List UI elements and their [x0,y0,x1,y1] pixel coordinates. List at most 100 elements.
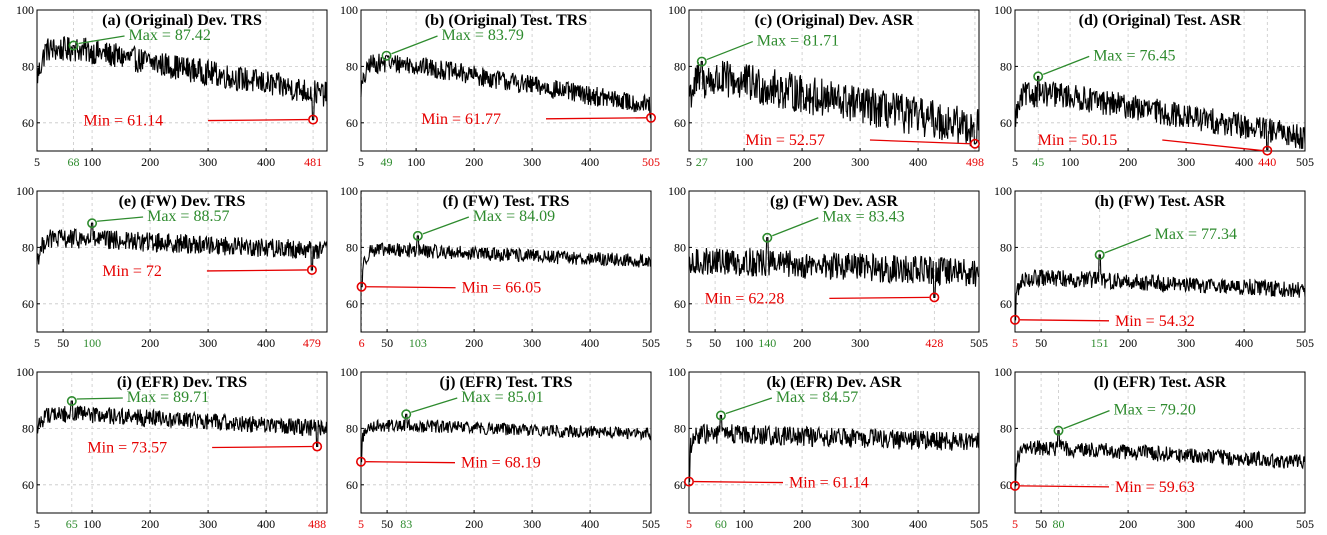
y-tick-label: 60 [674,116,686,130]
x-tick-label-max: 83 [400,517,412,531]
max-marker [696,56,707,67]
max-arrow [97,216,144,222]
y-tick-label: 60 [346,478,358,492]
y-tick-label: 100 [668,184,686,198]
x-tick-label-min: 440 [1258,155,1276,169]
max-arrow [391,35,438,55]
min-marker [683,476,694,487]
x-tick-label-min: 428 [925,336,943,350]
max-arrow [1042,55,1090,76]
y-tick-label: 100 [16,184,34,198]
x-tick-label: 200 [793,336,811,350]
x-tick-label: 100 [735,336,753,350]
x-tick-label: 300 [1177,155,1195,169]
max-arrow [78,35,125,45]
y-tick-label: 60 [674,478,686,492]
min-label: Min = 61.14 [83,113,163,130]
max-label: Max = 77.34 [1155,226,1237,243]
min-label: Min = 61.77 [421,111,501,128]
min-marker [356,281,367,292]
y-tick-label: 80 [674,240,686,254]
x-tick-label: 300 [1177,517,1195,531]
min-arrow [869,139,970,145]
max-marker [381,50,392,61]
chart-panel: 60 80 100 5 100 200 300 400 49 505 (b) (Original) … [340,3,660,169]
x-tick-label: 300 [199,155,217,169]
x-tick-label: 50 [709,336,721,350]
x-tick-label: 300 [851,517,869,531]
x-tick-label-min: 5 [1012,336,1018,350]
min-arrow [365,461,456,464]
y-tick-label: 100 [340,184,358,198]
x-tick-label-max: 27 [696,155,708,169]
x-tick-label-max: 140 [758,336,776,350]
axes-frame [1014,190,1306,333]
series-line [688,60,980,147]
x-tick-label: 200 [141,155,159,169]
x-tick-label: 400 [909,517,927,531]
x-tick-label: 5 [34,517,40,531]
chart-panel: 60 80 100 5 100 200 300 400 68 481 (a) (Original) … [16,3,328,169]
y-tick-label: 100 [16,3,34,17]
chart-panel: 60 80 100 50 200 300 400 505 5 151 (h) (FW) Test. … [994,184,1314,350]
y-tick-label: 80 [674,421,686,435]
axes-frame [688,9,980,152]
x-tick-label-max: 68 [68,155,80,169]
max-marker [412,230,423,241]
max-marker [1094,249,1105,260]
min-arrow [1019,319,1110,322]
x-tick-label-max: 65 [66,517,78,531]
chart-panel: 60 80 100 50 200 300 400 505 5 83 (j) (EFR) Test. … [340,365,660,531]
min-arrow [206,269,307,272]
min-arrow [1162,139,1263,152]
x-tick-label: 400 [909,155,927,169]
chart-title: (i) (EFR) Dev. TRS [117,374,247,391]
y-tick-label: 60 [346,116,358,130]
x-tick-label: 400 [257,517,275,531]
chart-title: (k) (EFR) Dev. ASR [766,374,902,391]
min-label: Min = 54.32 [1115,313,1195,330]
x-tick-label: 5 [686,155,692,169]
chart-title: (j) (EFR) Test. TRS [439,374,572,391]
x-tick-label-max: 49 [381,155,393,169]
x-tick-label-max: 100 [83,336,101,350]
max-label: Max = 85.01 [461,389,543,406]
x-tick-label: 300 [851,336,869,350]
series-line [360,53,651,119]
max-arrow [706,40,753,61]
chart-title: (h) (FW) Test. ASR [1095,193,1226,210]
chart-title: (g) (FW) Dev. ASR [770,193,898,210]
series-line [361,413,652,463]
x-tick-label: 5 [686,336,692,350]
chart-title: (a) (Original) Dev. TRS [102,12,262,29]
max-arrow [422,216,470,235]
max-marker [68,40,79,51]
min-label: Min = 50.15 [1038,132,1118,149]
max-label: Max = 81.71 [757,33,839,50]
y-tick-label: 80 [22,240,34,254]
max-marker [66,396,77,407]
max-label: Max = 83.79 [442,27,524,44]
x-tick-label: 5 [358,155,364,169]
min-arrow [1019,485,1110,488]
max-arrow [1104,234,1151,254]
x-tick-label: 50 [57,336,69,350]
y-tick-label: 60 [1000,478,1012,492]
x-tick-label-min: 5 [358,517,364,531]
min-arrow [829,296,930,300]
min-label: Min = 59.63 [1115,479,1195,496]
min-marker [645,112,656,123]
y-tick-label: 80 [22,421,34,435]
min-marker [929,292,940,303]
max-label: Max = 76.45 [1093,47,1175,64]
series-line [689,414,980,483]
x-tick-label: 200 [465,517,483,531]
max-marker [1033,71,1044,82]
chart-panel: 60 80 100 50 200 300 400 505 6 103 (f) (FW) Test. … [340,184,660,350]
x-tick-label: 200 [141,336,159,350]
min-arrow [208,118,309,122]
y-tick-label: 60 [1000,116,1012,130]
x-tick-label: 200 [1119,517,1137,531]
y-tick-label: 60 [22,478,34,492]
x-tick-label-min: 488 [308,517,326,531]
